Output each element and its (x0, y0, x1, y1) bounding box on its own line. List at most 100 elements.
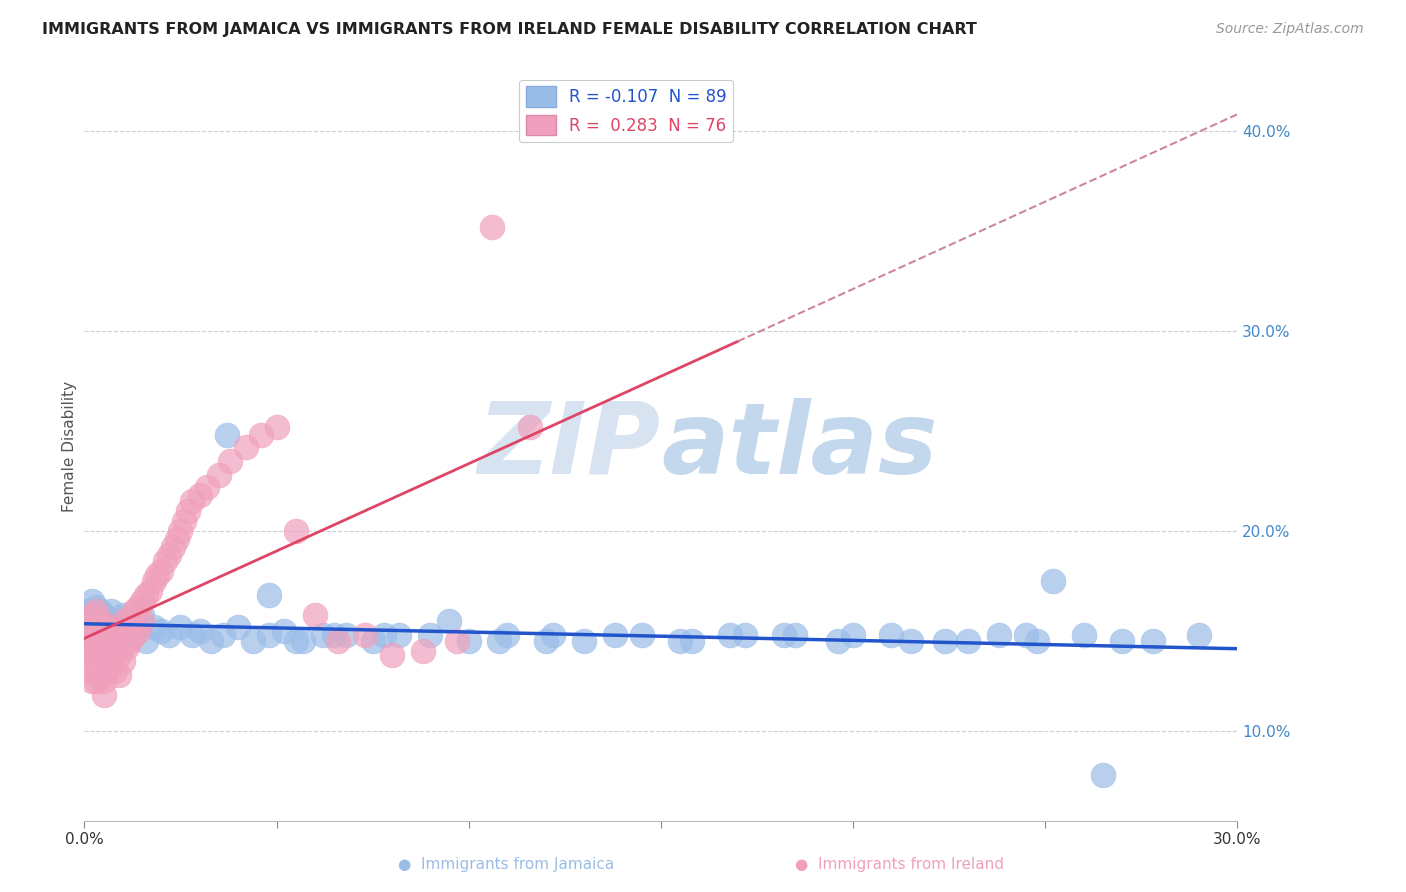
Point (311, 628, 333, 642)
Point (195, 480, 218, 494)
Point (572, 633, 595, 648)
Point (718, 628, 741, 642)
Point (131, 607, 153, 622)
Point (242, 633, 264, 648)
Point (108, 667, 131, 681)
Point (181, 494, 204, 508)
Point (142, 574, 165, 588)
Point (669, 633, 692, 648)
Point (124, 604, 146, 618)
Point (120, 614, 142, 628)
Point (77, 664, 100, 678)
Point (1188, 628, 1211, 642)
Point (273, 624, 295, 638)
Point (124, 628, 146, 642)
Point (127, 620, 149, 634)
Point (100, 638, 122, 652)
Point (93, 620, 115, 634)
Point (84, 633, 107, 648)
Point (93, 638, 115, 652)
Point (93, 688, 115, 702)
Point (104, 664, 127, 678)
Point (934, 633, 956, 648)
Point (89, 648, 111, 662)
Point (111, 633, 134, 648)
Point (80, 607, 103, 622)
Point (84, 673, 107, 688)
Point (138, 583, 160, 598)
Point (84, 620, 107, 634)
Point (135, 588, 157, 602)
Point (150, 624, 173, 638)
Point (266, 420, 288, 434)
Point (80, 638, 103, 652)
Point (388, 628, 411, 642)
Point (96, 664, 118, 678)
Point (446, 633, 468, 648)
Point (1073, 628, 1095, 642)
Point (93, 607, 115, 622)
Point (900, 633, 922, 648)
Point (1042, 574, 1064, 588)
Point (89, 614, 111, 628)
Point (127, 624, 149, 638)
Point (335, 628, 357, 642)
Point (80, 673, 103, 688)
Point (381, 648, 404, 662)
Point (111, 624, 134, 638)
Point (957, 633, 980, 648)
Point (880, 628, 903, 642)
Point (292, 633, 315, 648)
Point (84, 654, 107, 668)
Point (354, 628, 377, 642)
Point (1026, 633, 1049, 648)
Point (96, 624, 118, 638)
Point (120, 633, 142, 648)
Point (457, 633, 479, 648)
Point (89, 614, 111, 628)
Text: ZIP: ZIP (478, 398, 661, 494)
Point (1111, 633, 1133, 648)
Point (326, 633, 349, 648)
Point (115, 633, 138, 648)
Point (481, 220, 503, 235)
Point (100, 620, 122, 634)
Point (111, 607, 134, 622)
Point (630, 628, 652, 642)
Point (96, 614, 118, 628)
Point (226, 620, 249, 634)
Point (124, 628, 146, 642)
Point (188, 488, 211, 502)
Point (84, 610, 107, 624)
Point (177, 504, 200, 518)
Text: IMMIGRANTS FROM JAMAICA VS IMMIGRANTS FROM IRELAND FEMALE DISABILITY CORRELATION: IMMIGRANTS FROM JAMAICA VS IMMIGRANTS FR… (42, 22, 977, 37)
Point (120, 614, 142, 628)
Point (496, 628, 519, 642)
Point (108, 648, 131, 662)
Point (153, 554, 176, 568)
Point (1142, 633, 1164, 648)
Point (1015, 628, 1038, 642)
Point (419, 628, 441, 642)
Point (80, 620, 103, 634)
Point (200, 633, 222, 648)
Point (104, 620, 127, 634)
Point (361, 633, 384, 648)
Point (250, 428, 273, 442)
Point (127, 599, 149, 614)
Point (104, 633, 127, 648)
Point (77, 604, 100, 618)
Point (142, 620, 165, 634)
Point (100, 604, 122, 618)
Point (534, 633, 557, 648)
Point (166, 532, 188, 546)
Point (1091, 767, 1114, 781)
Point (211, 628, 233, 642)
Point (157, 628, 180, 642)
Point (111, 614, 134, 628)
Point (284, 524, 307, 538)
Point (89, 628, 111, 642)
Point (219, 454, 242, 468)
Point (96, 628, 118, 642)
Point (80, 607, 103, 622)
